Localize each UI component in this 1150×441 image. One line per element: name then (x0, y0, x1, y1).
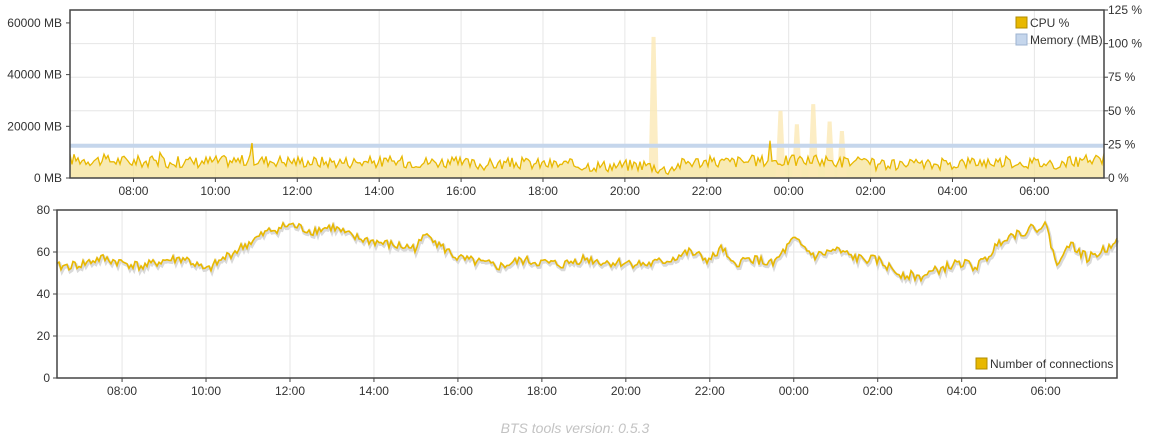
x1-tick-label-1: 10:00 (200, 184, 230, 198)
cpu-other-spikes (648, 36, 847, 178)
x1-tick-label-7: 22:00 (692, 184, 722, 198)
conn-tick-label-2: 40 (37, 287, 51, 301)
x2-tick-label-2: 12:00 (275, 384, 305, 398)
cpu-tick-label-3: 75 % (1108, 70, 1136, 84)
charts-canvas: 0 MB 20000 MB 40000 MB 60000 MB 0 % 25 % 50 %… (7, 3, 1142, 398)
x1-tick-label-9: 02:00 (856, 184, 886, 198)
connections-series-line (56, 220, 1118, 283)
connections-y-ticks: 0 20 40 60 80 (37, 203, 57, 385)
conn-tick-label-4: 80 (37, 203, 51, 217)
connections-line (56, 220, 1120, 287)
x1-tick-label-10: 04:00 (937, 184, 967, 198)
x2-tick-label-7: 22:00 (695, 384, 725, 398)
cpu-tick-label-5: 125 % (1108, 3, 1142, 17)
connections-x-ticks: 08:00 10:00 12:00 14:00 16:00 18:00 20:00 22:00… (107, 378, 1061, 398)
x1-tick-label-5: 18:00 (528, 184, 558, 198)
cpu-memory-x-ticks: 08:00 10:00 12:00 14:00 16:00 18:00 20:00 22:00… (118, 178, 1050, 198)
x1-tick-label-2: 12:00 (282, 184, 312, 198)
x1-tick-label-0: 08:00 (118, 184, 148, 198)
connections-gridlines (57, 210, 1117, 378)
x2-tick-label-4: 16:00 (443, 384, 473, 398)
x1-tick-label-6: 20:00 (610, 184, 640, 198)
connections-line-shadow (57, 220, 1120, 287)
cpu-line (69, 140, 1105, 176)
cpu-other-spike-0 (648, 36, 659, 178)
x2-tick-label-8: 00:00 (779, 384, 809, 398)
memory-tick-label-2: 40000 MB (7, 68, 62, 82)
legend-swatch-connections (975, 357, 988, 370)
cpu-memory-gridlines (70, 10, 1104, 178)
conn-tick-label-3: 60 (37, 245, 51, 259)
x2-tick-label-5: 18:00 (527, 384, 557, 398)
cpu-other-spike-2 (791, 124, 802, 178)
cpu-tick-label-0: 0 % (1108, 171, 1129, 185)
memory-axis-ticks: 0 MB 20000 MB 40000 MB 60000 MB (7, 16, 70, 185)
memory-tick-label-3: 60000 MB (7, 16, 62, 30)
x1-tick-label-4: 16:00 (446, 184, 476, 198)
x2-tick-label-11: 06:00 (1031, 384, 1061, 398)
cpu-tick-label-2: 50 % (1108, 104, 1136, 118)
legend-label-connections: Number of connections (990, 357, 1113, 371)
connections-chart: 0 20 40 60 80 08:00 10:00 12:00 14:00 16:00 18:00… (37, 203, 1120, 398)
x2-tick-label-1: 10:00 (191, 384, 221, 398)
legend-label-memory: Memory (MB) (1030, 33, 1103, 47)
cpu-series-line (69, 140, 1105, 176)
x1-tick-label-3: 14:00 (364, 184, 394, 198)
connections-legend[interactable]: Number of connections (975, 357, 1113, 371)
memory-tick-label-0: 0 MB (34, 171, 62, 185)
conn-tick-label-0: 0 (43, 371, 50, 385)
x2-tick-label-9: 02:00 (863, 384, 893, 398)
legend-swatch-cpu (1015, 16, 1028, 29)
cpu-memory-chart: 0 MB 20000 MB 40000 MB 60000 MB 0 % 25 % 50 %… (7, 3, 1142, 198)
memory-tick-label-1: 20000 MB (7, 119, 62, 133)
legend-label-cpu: CPU % (1030, 16, 1070, 30)
cpu-axis-ticks: 0 % 25 % 50 % 75 % 100 % 125 % (1104, 3, 1142, 185)
version-footer: BTS tools version: 0.5.3 (500, 420, 650, 436)
cpu-memory-frame (69, 9, 1105, 179)
cpu-other-spike-5 (836, 130, 847, 178)
x2-tick-label-10: 04:00 (947, 384, 977, 398)
x1-tick-label-8: 00:00 (774, 184, 804, 198)
cpu-tick-label-4: 100 % (1108, 37, 1142, 51)
x1-tick-label-11: 06:00 (1019, 184, 1049, 198)
x2-tick-label-6: 20:00 (611, 384, 641, 398)
conn-tick-label-1: 20 (37, 329, 51, 343)
x2-tick-label-0: 08:00 (107, 384, 137, 398)
x2-tick-label-3: 14:00 (359, 384, 389, 398)
cpu-other-spike-3 (808, 104, 819, 178)
cpu-other-spike-4 (824, 121, 835, 178)
legend-swatch-memory (1015, 33, 1028, 46)
cpu-tick-label-1: 25 % (1108, 137, 1136, 151)
cpu-memory-legend[interactable]: CPU % Memory (MB) (1015, 16, 1103, 47)
